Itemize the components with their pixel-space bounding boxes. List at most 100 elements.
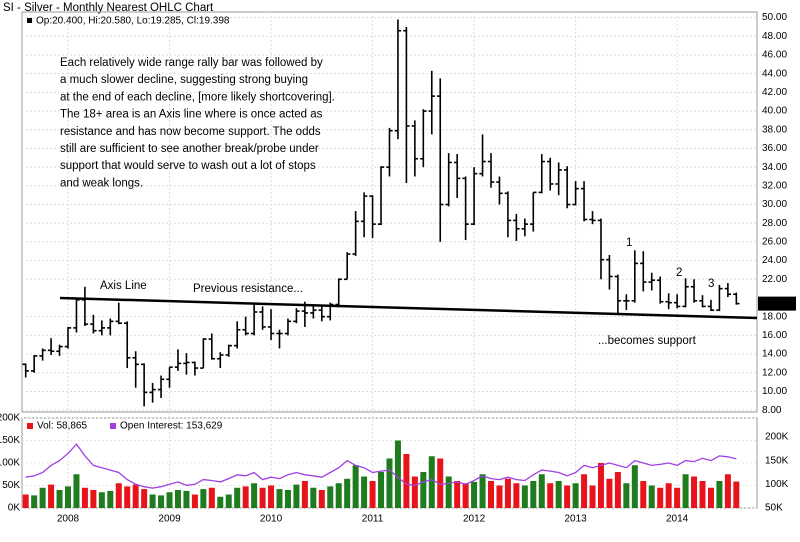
volume-bar [454, 481, 461, 508]
chart-title: SI - Silver - Monthly Nearest OHLC Chart [3, 2, 214, 14]
volume-bar [335, 483, 342, 508]
y-tick-label: 46.00 [762, 50, 787, 61]
volume-bar [521, 485, 528, 508]
annotation: Axis Line [100, 280, 147, 292]
volume-bar [268, 485, 275, 508]
volume-bar [462, 483, 469, 508]
y-tick-label: 26.00 [762, 237, 787, 248]
y-tick-label: 22.00 [762, 274, 787, 285]
annotation: 1 [626, 237, 632, 249]
volume-bar [361, 476, 368, 508]
y-tick-label: 28.00 [762, 218, 787, 229]
x-tick-label: 2011 [362, 514, 384, 525]
volume-bar [564, 485, 571, 508]
volume-bar [318, 490, 325, 508]
volume-bar [276, 489, 283, 508]
volume-bar [90, 490, 97, 508]
legend-swatch [27, 423, 33, 429]
volume-bar [640, 481, 647, 508]
volume-bar [445, 476, 452, 508]
y-tick-label: 0K [8, 503, 21, 514]
annotation-line: Each relatively wide range rally bar was… [60, 57, 323, 69]
y-tick-label: 42.00 [762, 87, 787, 98]
legend-label: Open Interest: 153,629 [120, 421, 223, 432]
x-tick-label: 2013 [564, 514, 587, 525]
legend-swatch [110, 423, 116, 429]
axis-line [59, 296, 758, 320]
volume-bar [428, 456, 435, 508]
volume-bar [124, 486, 131, 508]
x-tick-label: 2012 [463, 514, 486, 525]
last-price-box [758, 296, 796, 311]
volume-bar [572, 483, 579, 508]
annotation-line: still are sufficient to see another brea… [60, 143, 319, 155]
volume-bar [31, 495, 38, 508]
volume-bar [471, 481, 478, 508]
y-tick-label: 48.00 [762, 31, 787, 42]
volume-bar [496, 485, 503, 508]
volume-bar [699, 481, 706, 508]
volume-bar [73, 474, 80, 508]
ohlc-legend: Op:20.400, Hi:20.580, Lo:19.285, Cl:19.3… [36, 16, 230, 27]
y-tick-label: 16.00 [762, 330, 787, 341]
annotation: 2 [676, 267, 682, 279]
volume-bar [191, 494, 198, 508]
y-tick-label: 24.00 [762, 255, 787, 266]
x-tick-label: 2009 [158, 514, 181, 525]
volume-bar [48, 484, 55, 508]
y-tick-label: 12.00 [762, 367, 787, 378]
volume-bar [158, 495, 165, 508]
volume-bar [166, 492, 173, 508]
volume-bar [682, 474, 689, 508]
annotation-line: at the end of each decline, [more likely… [60, 91, 335, 103]
volume-bar [606, 478, 613, 508]
volume-bar [81, 487, 88, 508]
volume-bar [56, 490, 63, 508]
y-tick-label: 14.00 [762, 349, 787, 360]
volume-bar [183, 490, 190, 508]
y-tick-label: 36.00 [762, 143, 787, 154]
y-tick-label: 10.00 [762, 386, 787, 397]
volume-bar [488, 481, 494, 508]
y2-tick-label: 50K [765, 503, 783, 514]
volume-bar [208, 487, 215, 508]
volume-bar [149, 494, 156, 508]
volume-bar [665, 483, 672, 508]
volume-bar [530, 481, 537, 508]
y-tick-label: 34.00 [762, 162, 787, 173]
y-tick-label: 30.00 [762, 199, 787, 210]
y-tick-label: 8.00 [762, 405, 782, 416]
volume-bar [411, 476, 418, 508]
x-tick-label: 2014 [666, 514, 689, 525]
volume-bar [581, 474, 588, 508]
volume-bar [65, 486, 71, 508]
x-tick-label: 2008 [57, 514, 80, 525]
annotation: ...becomes support [598, 335, 697, 347]
volume-bar [724, 474, 731, 508]
y2-tick-label: 200K [765, 432, 789, 443]
volume-bar [352, 465, 359, 508]
volume-bar [538, 474, 545, 508]
volume-bar [98, 492, 105, 508]
annotation-line: The 18+ area is an Axis line where is on… [60, 109, 323, 121]
volume-bar [301, 481, 308, 508]
volume-bar [200, 489, 207, 508]
volume-bar [733, 481, 740, 508]
volume-bar [657, 487, 664, 508]
annotation-line: a much slower decline, suggesting strong… [60, 74, 308, 86]
volume-bar [420, 472, 427, 508]
y-tick-label: 38.00 [762, 124, 787, 135]
y2-tick-label: 100K [765, 479, 789, 490]
volume-bar [716, 481, 723, 508]
legend-label: Vol: 58,865 [37, 421, 87, 432]
volume-bar [674, 487, 681, 508]
volume-bar [115, 483, 122, 508]
annotation-line: and weak longs. [60, 177, 143, 189]
y-tick-label: 32.00 [762, 180, 787, 191]
volume-bar [479, 474, 486, 508]
volume-bar [39, 487, 46, 508]
volume-bar [513, 483, 520, 508]
volume-bar [107, 490, 114, 508]
